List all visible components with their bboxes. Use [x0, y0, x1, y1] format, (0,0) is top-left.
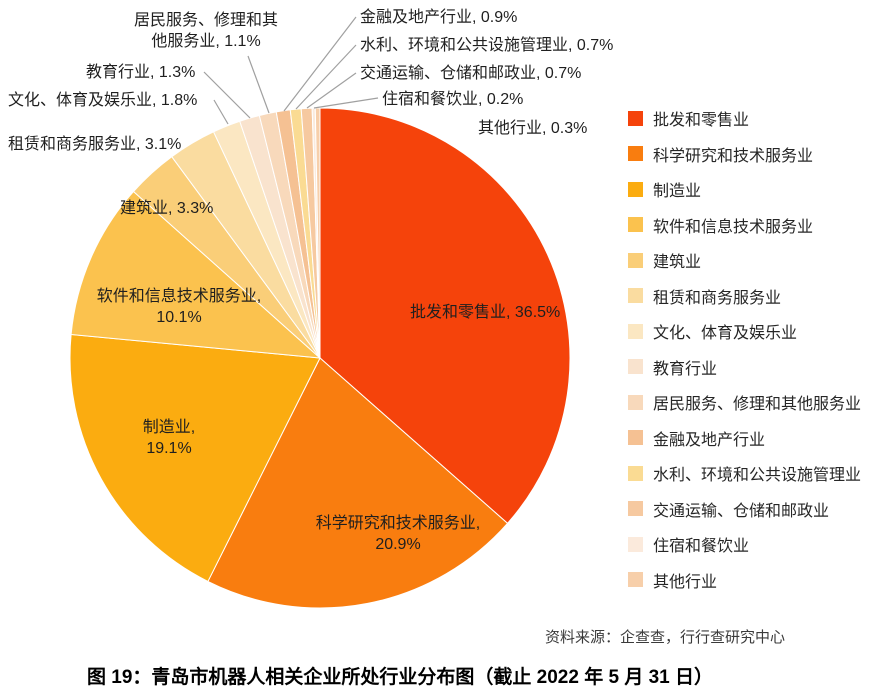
- slice-label-6: 文化、体育及娱乐业, 1.8%: [8, 92, 198, 109]
- legend-item-5: 租赁和商务服务业: [628, 288, 861, 307]
- legend-label: 文化、体育及娱乐业: [653, 325, 798, 342]
- legend-item-1: 科学研究和技术服务业: [628, 146, 861, 165]
- legend-swatch: [628, 110, 643, 126]
- legend-swatch: [628, 465, 643, 481]
- legend-label: 金融及地产行业: [653, 431, 766, 449]
- slice-label-0: 批发和零售业, 36.5%: [410, 304, 561, 321]
- slice-label-13: 其他行业, 0.3%: [478, 120, 588, 137]
- pie-slice-2: [69, 333, 321, 583]
- legend-swatch: [628, 181, 643, 197]
- pie-chart: [69, 16, 571, 609]
- slice-label-9: 金融及地产行业, 0.9%: [360, 9, 518, 26]
- leader-line: [313, 97, 379, 109]
- legend-label: 租赁和商务服务业: [653, 289, 782, 307]
- legend-swatch: [628, 288, 643, 303]
- figure-caption: 图 19：青岛市机器人相关企业所处行业分布图（截止 2022 年 5 月 31 …: [86, 667, 714, 688]
- legend-item-6: 文化、体育及娱乐业: [628, 323, 861, 342]
- slice-label-7: 教育行业, 1.3%: [86, 64, 196, 81]
- legend-label: 科学研究和技术服务业: [653, 147, 814, 165]
- slice-label-10: 水利、环境和公共设施管理业, 0.7%: [360, 37, 614, 54]
- legend-label: 住宿和餐饮业: [653, 538, 750, 555]
- legend-item-2: 制造业: [628, 181, 861, 200]
- leader-line: [203, 71, 251, 119]
- data-source-note: 资料来源：企查查，行行查研究中心: [544, 629, 785, 646]
- leader-line: [213, 99, 229, 125]
- slice-label-12: 住宿和餐饮业, 0.2%: [382, 91, 524, 108]
- slice-label-4: 建筑业, 3.3%: [120, 200, 214, 217]
- legend-item-11: 交通运输、仓储和邮政业: [628, 501, 861, 520]
- pie-slice-1: [207, 357, 509, 609]
- legend-item-10: 水利、环境和公共设施管理业: [628, 465, 861, 484]
- slice-label-2: 制造业, 19.1%: [142, 419, 196, 457]
- legend-swatch: [628, 501, 643, 516]
- leader-line: [247, 55, 270, 114]
- chart-legend: 批发和零售业科学研究和技术服务业 制造业软件和信息技术服务业 建筑业租赁和商务服务业…: [628, 110, 861, 591]
- legend-item-12: 住宿和餐饮业: [628, 536, 861, 555]
- legend-swatch: [628, 394, 643, 410]
- legend-swatch: [628, 359, 643, 374]
- legend-label: 建筑业: [653, 254, 702, 271]
- slice-label-3: 软件和信息技术服务业, 10.1%: [96, 288, 262, 326]
- legend-item-7: 教育行业: [628, 359, 861, 378]
- slice-label-1: 科学研究和技术服务业, 20.9%: [315, 515, 481, 553]
- legend-label: 水利、环境和公共设施管理业: [653, 467, 862, 484]
- leader-line: [283, 16, 357, 112]
- legend-item-9: 金融及地产行业: [628, 430, 861, 449]
- legend-item-8: 居民服务、修理和其他服务业: [628, 394, 861, 413]
- legend-label: 其他行业: [653, 573, 718, 591]
- legend-label: 制造业: [653, 183, 702, 200]
- legend-item-3: 软件和信息技术服务业: [628, 217, 861, 236]
- legend-swatch: [628, 146, 643, 161]
- legend-swatch: [628, 323, 643, 339]
- legend-label: 交通运输、仓储和邮政业: [653, 502, 830, 520]
- pie-slice-0: [319, 107, 571, 525]
- leader-line: [306, 72, 357, 109]
- legend-swatch: [628, 536, 643, 552]
- legend-swatch: [628, 430, 643, 445]
- legend-swatch: [628, 252, 643, 268]
- legend-label: 软件和信息技术服务业: [653, 218, 814, 236]
- legend-item-4: 建筑业: [628, 252, 861, 271]
- pie-slice-3: [70, 190, 322, 359]
- legend-label: 批发和零售业: [653, 112, 750, 129]
- legend-item-0: 批发和零售业: [628, 110, 861, 129]
- legend-label: 居民服务、修理和其他服务业: [653, 396, 862, 413]
- legend-swatch: [628, 217, 643, 232]
- legend-item-13: 其他行业: [628, 572, 861, 591]
- slice-label-5: 租赁和商务服务业, 3.1%: [8, 136, 182, 153]
- leader-line: [295, 44, 357, 110]
- slice-label-11: 交通运输、仓储和邮政业, 0.7%: [360, 65, 582, 82]
- legend-label: 教育行业: [653, 360, 718, 378]
- slice-label-8: 居民服务、修理和其他服务业, 1.1%: [133, 12, 278, 50]
- legend-swatch: [628, 572, 643, 587]
